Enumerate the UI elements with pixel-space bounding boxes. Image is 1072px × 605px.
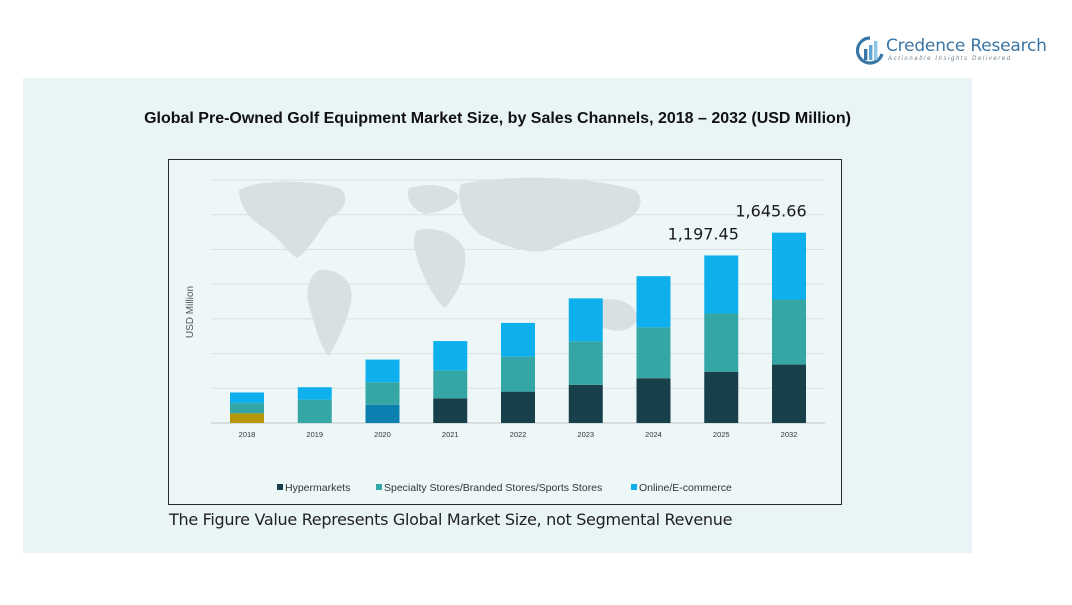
bar-2018-online-e-commerce — [230, 392, 264, 404]
bar-2025-online-e-commerce — [704, 255, 739, 314]
brand-name: Credence Research — [886, 36, 1047, 56]
bar-2020-specialty-stores-branded-stores-sports-stores — [365, 382, 400, 405]
x-tick-label-2023: 2023 — [577, 430, 594, 439]
bar-2021-hypermarkets — [433, 398, 468, 423]
legend-label-1: Specialty Stores/Branded Stores/Sports S… — [384, 482, 602, 494]
bar-chart: 2018 2019 2020 2021 2022 2023 2024 2025 2032 1,1… — [185, 177, 825, 494]
y-axis-label: USD Million — [185, 286, 196, 338]
bar-2024-hypermarkets — [636, 378, 671, 423]
data-label-2025: 1,197.45 — [668, 224, 739, 243]
data-label-2032: 1,645.66 — [735, 202, 806, 221]
footnote: The Figure Value Represents Global Marke… — [169, 510, 733, 529]
bar-2019-specialty-stores-branded-stores-sports-stores — [297, 399, 332, 423]
x-tick-label-2019: 2019 — [306, 430, 323, 439]
x-tick-label-2022: 2022 — [510, 430, 527, 439]
x-tick-label-2025: 2025 — [713, 430, 730, 439]
x-tick-label-2021: 2021 — [442, 430, 459, 439]
legend-swatch-1 — [376, 484, 382, 490]
bar-2032-hypermarkets — [772, 364, 806, 423]
bar-2022-specialty-stores-branded-stores-sports-stores — [501, 356, 535, 392]
bar-2022-hypermarkets — [501, 391, 535, 423]
bar-2019-online-e-commerce — [297, 387, 332, 400]
bar-2020-online-e-commerce — [365, 359, 400, 383]
x-tick-label-2024: 2024 — [645, 430, 662, 439]
legend-swatch-2 — [631, 484, 637, 490]
chart-frame: 2018 2019 2020 2021 2022 2023 2024 2025 2032 1,1… — [168, 159, 842, 505]
legend: Hypermarkets Specialty Stores/Branded Sto… — [277, 482, 732, 494]
bar-2023-online-e-commerce — [568, 298, 603, 342]
bar-2022-online-e-commerce — [501, 322, 535, 357]
bar-2024-specialty-stores-branded-stores-sports-stores — [636, 327, 671, 379]
legend-label-0: Hypermarkets — [285, 482, 350, 494]
bar-2025-specialty-stores-branded-stores-sports-stores — [704, 313, 739, 372]
x-tick-label-2020: 2020 — [374, 430, 391, 439]
bar-2024-online-e-commerce — [636, 276, 671, 328]
x-tick-label-2032: 2032 — [781, 430, 798, 439]
data-labels: 1,197.45 1,645.66 — [668, 202, 807, 244]
bar-2023-hypermarkets — [568, 384, 603, 423]
x-axis-labels: 2018 2019 2020 2021 2022 2023 2024 2025 2032 — [239, 430, 798, 439]
bar-2025-hypermarkets — [704, 371, 739, 423]
bar-2032-online-e-commerce — [772, 232, 806, 300]
brand-logo[interactable]: Credence Research Actionable Insights De… — [856, 34, 1047, 68]
bar-2023-specialty-stores-branded-stores-sports-stores — [568, 341, 603, 385]
x-tick-label-2018: 2018 — [239, 430, 256, 439]
bar-2018-hypermarkets — [230, 413, 264, 423]
legend-swatch-0 — [277, 484, 283, 490]
brand-tagline: Actionable Insights Delivered — [888, 56, 1012, 62]
bar-2021-specialty-stores-branded-stores-sports-stores — [433, 370, 468, 399]
logo-mark-icon — [856, 36, 884, 65]
bar-2020-hypermarkets — [365, 404, 400, 423]
chart-title: Global Pre-Owned Golf Equipment Market S… — [144, 110, 851, 127]
bars-layer — [230, 232, 806, 423]
bar-2018-specialty-stores-branded-stores-sports-stores — [230, 403, 264, 414]
bar-2032-specialty-stores-branded-stores-sports-stores — [772, 299, 806, 365]
legend-label-2: Online/E-commerce — [639, 482, 732, 494]
bar-2021-online-e-commerce — [433, 341, 468, 371]
